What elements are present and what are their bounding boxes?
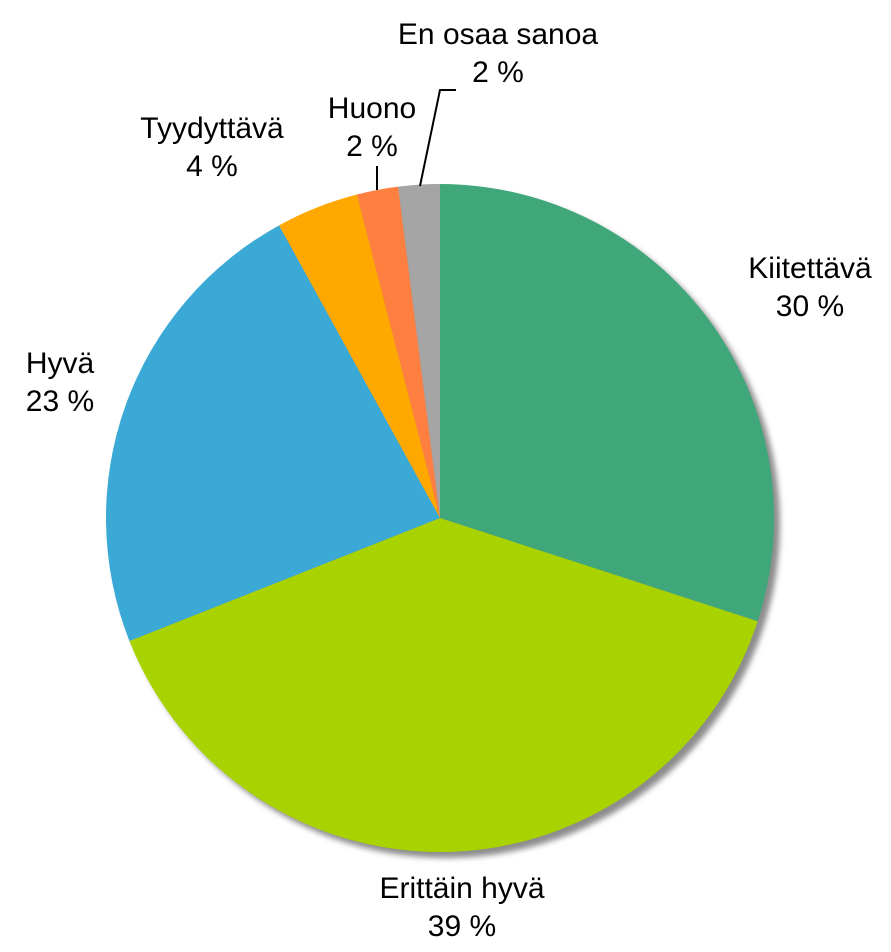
slices: [105, 184, 775, 853]
value-label: 2 %: [346, 130, 398, 163]
slice: [105, 225, 440, 641]
slice: [398, 184, 440, 518]
category-label: En osaa sanoa: [398, 18, 598, 51]
value-label: 23 %: [26, 385, 94, 418]
category-label: Huono: [328, 92, 416, 125]
slice: [279, 194, 440, 518]
slice: [440, 184, 775, 622]
category-label: Kiitettävä: [748, 252, 872, 285]
value-label: 4 %: [186, 150, 238, 183]
category-label: Tyydyttävä: [140, 112, 284, 145]
category-label: Erittäin hyvä: [379, 872, 544, 905]
value-label: 39 %: [428, 910, 496, 943]
category-label: Hyvä: [26, 347, 95, 380]
leader-line: [419, 89, 456, 187]
slice: [356, 186, 440, 519]
value-label: 2 %: [472, 56, 524, 89]
value-label: 30 %: [776, 290, 844, 323]
labels: Kiitettävä 30 % Erittäin hyvä 39 % Hyvä 23 % T…: [26, 18, 872, 943]
slice: [129, 518, 758, 853]
